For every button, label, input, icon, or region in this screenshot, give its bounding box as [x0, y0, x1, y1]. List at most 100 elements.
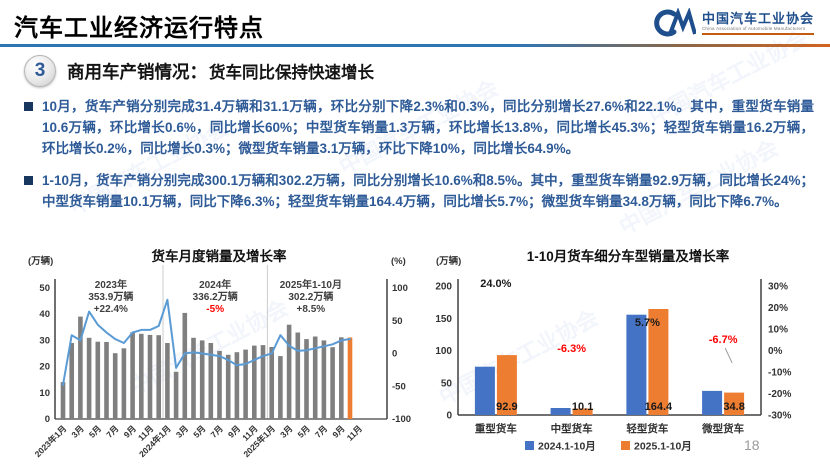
caam-logo: 中国汽车工业协会 China Association of Automobile…	[650, 8, 814, 38]
x-axis-tick: 5月	[191, 423, 207, 439]
bar-month	[130, 332, 135, 419]
section-subtitle: 货车同比保持快速增长	[209, 63, 374, 82]
left-axis-tick: 0	[446, 411, 452, 422]
monthly-chart-title: 货车月度销量及增长率	[151, 249, 287, 264]
bullet-list: 10月，货车产销分别完成31.4万辆和31.1万辆，环比分别下降2.3%和0.3…	[24, 96, 814, 223]
category-label: 微型货车	[701, 422, 744, 435]
left-axis-tick: 150	[435, 314, 452, 325]
bar-month	[269, 347, 274, 419]
bar-2024	[474, 366, 495, 415]
bullet-item: 10月，货车产销分别完成31.4万辆和31.1万辆，环比分别下降2.3%和0.3…	[24, 96, 814, 159]
bar-month	[182, 312, 188, 419]
left-axis-tick: 10	[39, 388, 50, 399]
segment-sales-chart: 0 50 100 150 200 30% 20% 10% 0% -10% -20% -30% 重型货车 中…	[428, 243, 828, 468]
year-annotation: 2024年	[199, 278, 231, 291]
right-axis-tick: 0%	[768, 346, 783, 357]
bar-2024	[626, 314, 647, 415]
monthly-sales-chart: 0 10 20 30 40 50 -100 -50 0 50 100 2023年1月 3月 5月 7月 9月 1…	[18, 243, 420, 468]
left-axis-tick: 0	[45, 414, 50, 425]
bar-2025	[648, 309, 669, 415]
bar-month	[112, 353, 118, 419]
right-axis-tick: 0	[392, 349, 397, 360]
caam-logo-text: 中国汽车工业协会 China Association of Automobile…	[701, 11, 814, 35]
left-axis-tick: 100	[435, 346, 452, 357]
bar-2024	[550, 408, 571, 415]
bar-month	[243, 349, 248, 419]
x-axis-tick: 7月	[208, 423, 224, 439]
bar-month	[339, 337, 344, 419]
bullet-text-october: 10月，货车产销分别完成31.4万辆和31.1万辆，环比分别下降2.3%和0.3…	[42, 99, 814, 157]
bar-month	[295, 332, 301, 419]
value-label: 164.4	[645, 401, 673, 413]
right-axis-tick: 30%	[768, 282, 788, 293]
bar-month	[165, 343, 170, 419]
segment-chart-title: 1-10月货车细分车型销量及增长率	[526, 249, 730, 264]
label-leader-line	[724, 347, 733, 364]
category-label: 中型货车	[551, 422, 593, 435]
right-axis-tick: 10%	[768, 325, 788, 336]
bar-current-month	[347, 337, 353, 419]
bar-2025	[572, 408, 593, 415]
growth-rate-line	[62, 298, 351, 386]
page-number: 18	[744, 437, 760, 453]
value-label: 10.1	[572, 401, 593, 413]
bar-month	[78, 316, 83, 419]
x-axis-tick: 9月	[122, 423, 138, 439]
bar-month	[173, 371, 179, 419]
bar-month	[69, 343, 74, 419]
year-annotation: 2025年1-10月	[280, 278, 342, 291]
bar-month	[121, 348, 127, 419]
legend: 2024.1-10月 2025.1-10月	[525, 441, 692, 453]
segment-sales-chart-canvas: 0 50 100 150 200 30% 20% 10% 0% -10% -20% -30% 重型货车 中…	[435, 255, 791, 453]
growth-label: 5.7%	[635, 317, 660, 329]
right-axis-tick: -10%	[768, 368, 791, 379]
year-annotation: +22.4%	[94, 304, 128, 315]
logo-org-name-en: China Association of Automobile Manufact…	[701, 26, 806, 31]
category-label: 重型货车	[475, 422, 517, 435]
legend-label: 2025.1-10月	[634, 441, 692, 453]
x-axis-tick: 2023年1月	[33, 423, 69, 459]
x-axis-tick: 11月	[345, 423, 364, 442]
bar-month	[60, 382, 66, 419]
left-axis-tick: 50	[39, 283, 50, 294]
legend-swatch	[621, 441, 630, 450]
x-axis-tick: 5月	[295, 423, 311, 439]
bar-month	[191, 337, 196, 419]
header-divider	[0, 44, 830, 47]
growth-label: 24.0%	[480, 278, 511, 290]
right-axis-tick: 50	[392, 316, 403, 327]
bar-month	[312, 336, 318, 419]
x-axis-tick: 5月	[87, 423, 103, 439]
bar-month	[95, 341, 101, 419]
right-axis-tick: -30%	[768, 411, 791, 422]
year-annotation: 302.2万辆	[288, 290, 333, 303]
bar-month	[304, 339, 309, 419]
section-number-badge: 3	[24, 55, 56, 87]
bar-month	[156, 335, 161, 419]
x-axis-tick: 3月	[278, 423, 294, 439]
section-title: 商用车产销情况：	[67, 61, 207, 82]
bar-month	[321, 340, 327, 419]
left-axis-tick: 50	[441, 378, 453, 389]
year-annotation: -5%	[206, 304, 224, 315]
bar-month	[330, 347, 335, 419]
year-annotation: 2023年	[95, 278, 127, 291]
bar-month	[139, 333, 144, 419]
right-axis-tick: -20%	[768, 389, 791, 400]
value-label: 92.9	[496, 401, 517, 413]
right-axis-unit: (%)	[391, 256, 406, 267]
bar-month	[104, 342, 109, 419]
bar-2025	[724, 392, 745, 415]
bar-2024	[702, 390, 723, 415]
page-title: 汽车工业经济运行特点	[14, 15, 264, 42]
bar-month	[234, 352, 240, 419]
bar-month	[278, 356, 283, 419]
x-axis-tick: 7月	[313, 423, 329, 439]
bullet-text-jan-oct: 1-10月，货车产销分别完成300.1万辆和302.2万辆，同比分别增长10.6…	[42, 173, 814, 210]
x-axis-tick: 3月	[174, 423, 190, 439]
right-axis-tick: -100	[392, 414, 411, 425]
bar-month	[252, 345, 257, 419]
growth-label: -6.7%	[709, 334, 738, 346]
year-annotation: 336.2万辆	[193, 290, 238, 303]
